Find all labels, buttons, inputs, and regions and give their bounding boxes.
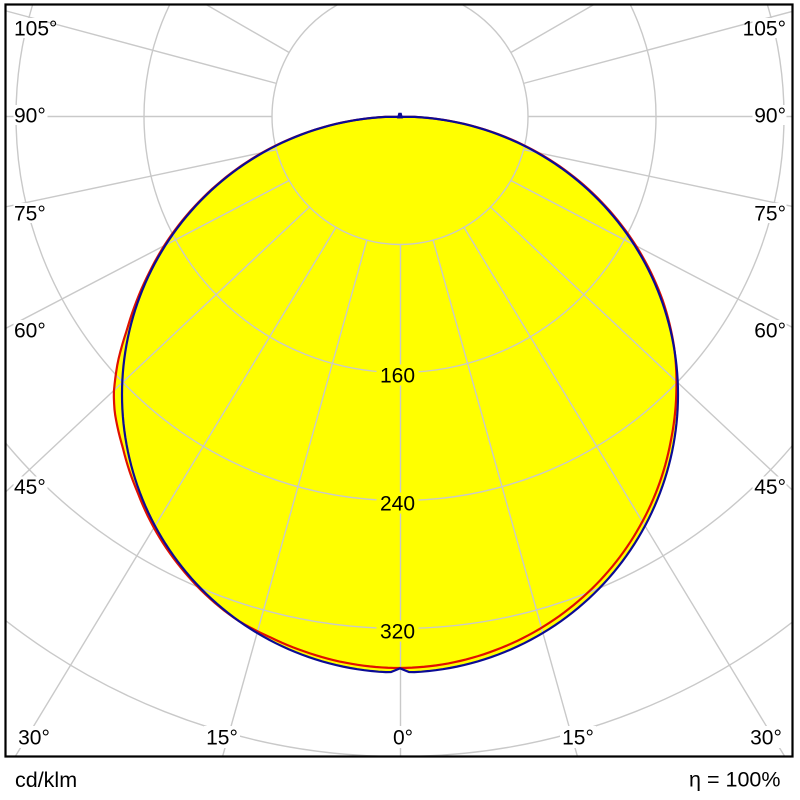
svg-text:15°: 15°	[206, 727, 238, 750]
svg-text:η = 100%: η = 100%	[689, 768, 780, 792]
svg-text:90°: 90°	[754, 105, 786, 128]
svg-text:320: 320	[380, 621, 415, 644]
svg-text:45°: 45°	[754, 476, 786, 499]
svg-text:60°: 60°	[754, 320, 786, 343]
svg-text:30°: 30°	[750, 727, 782, 750]
svg-text:160: 160	[380, 365, 415, 388]
svg-text:75°: 75°	[14, 203, 46, 226]
svg-text:90°: 90°	[14, 105, 46, 128]
svg-text:45°: 45°	[14, 476, 46, 499]
svg-text:105°: 105°	[14, 18, 57, 41]
svg-text:60°: 60°	[14, 320, 46, 343]
svg-text:75°: 75°	[754, 203, 786, 226]
svg-text:15°: 15°	[562, 727, 594, 750]
svg-text:240: 240	[380, 493, 415, 516]
svg-text:0°: 0°	[393, 727, 413, 750]
svg-text:105°: 105°	[743, 18, 786, 41]
svg-text:30°: 30°	[18, 727, 50, 750]
svg-text:cd/klm: cd/klm	[15, 768, 77, 792]
